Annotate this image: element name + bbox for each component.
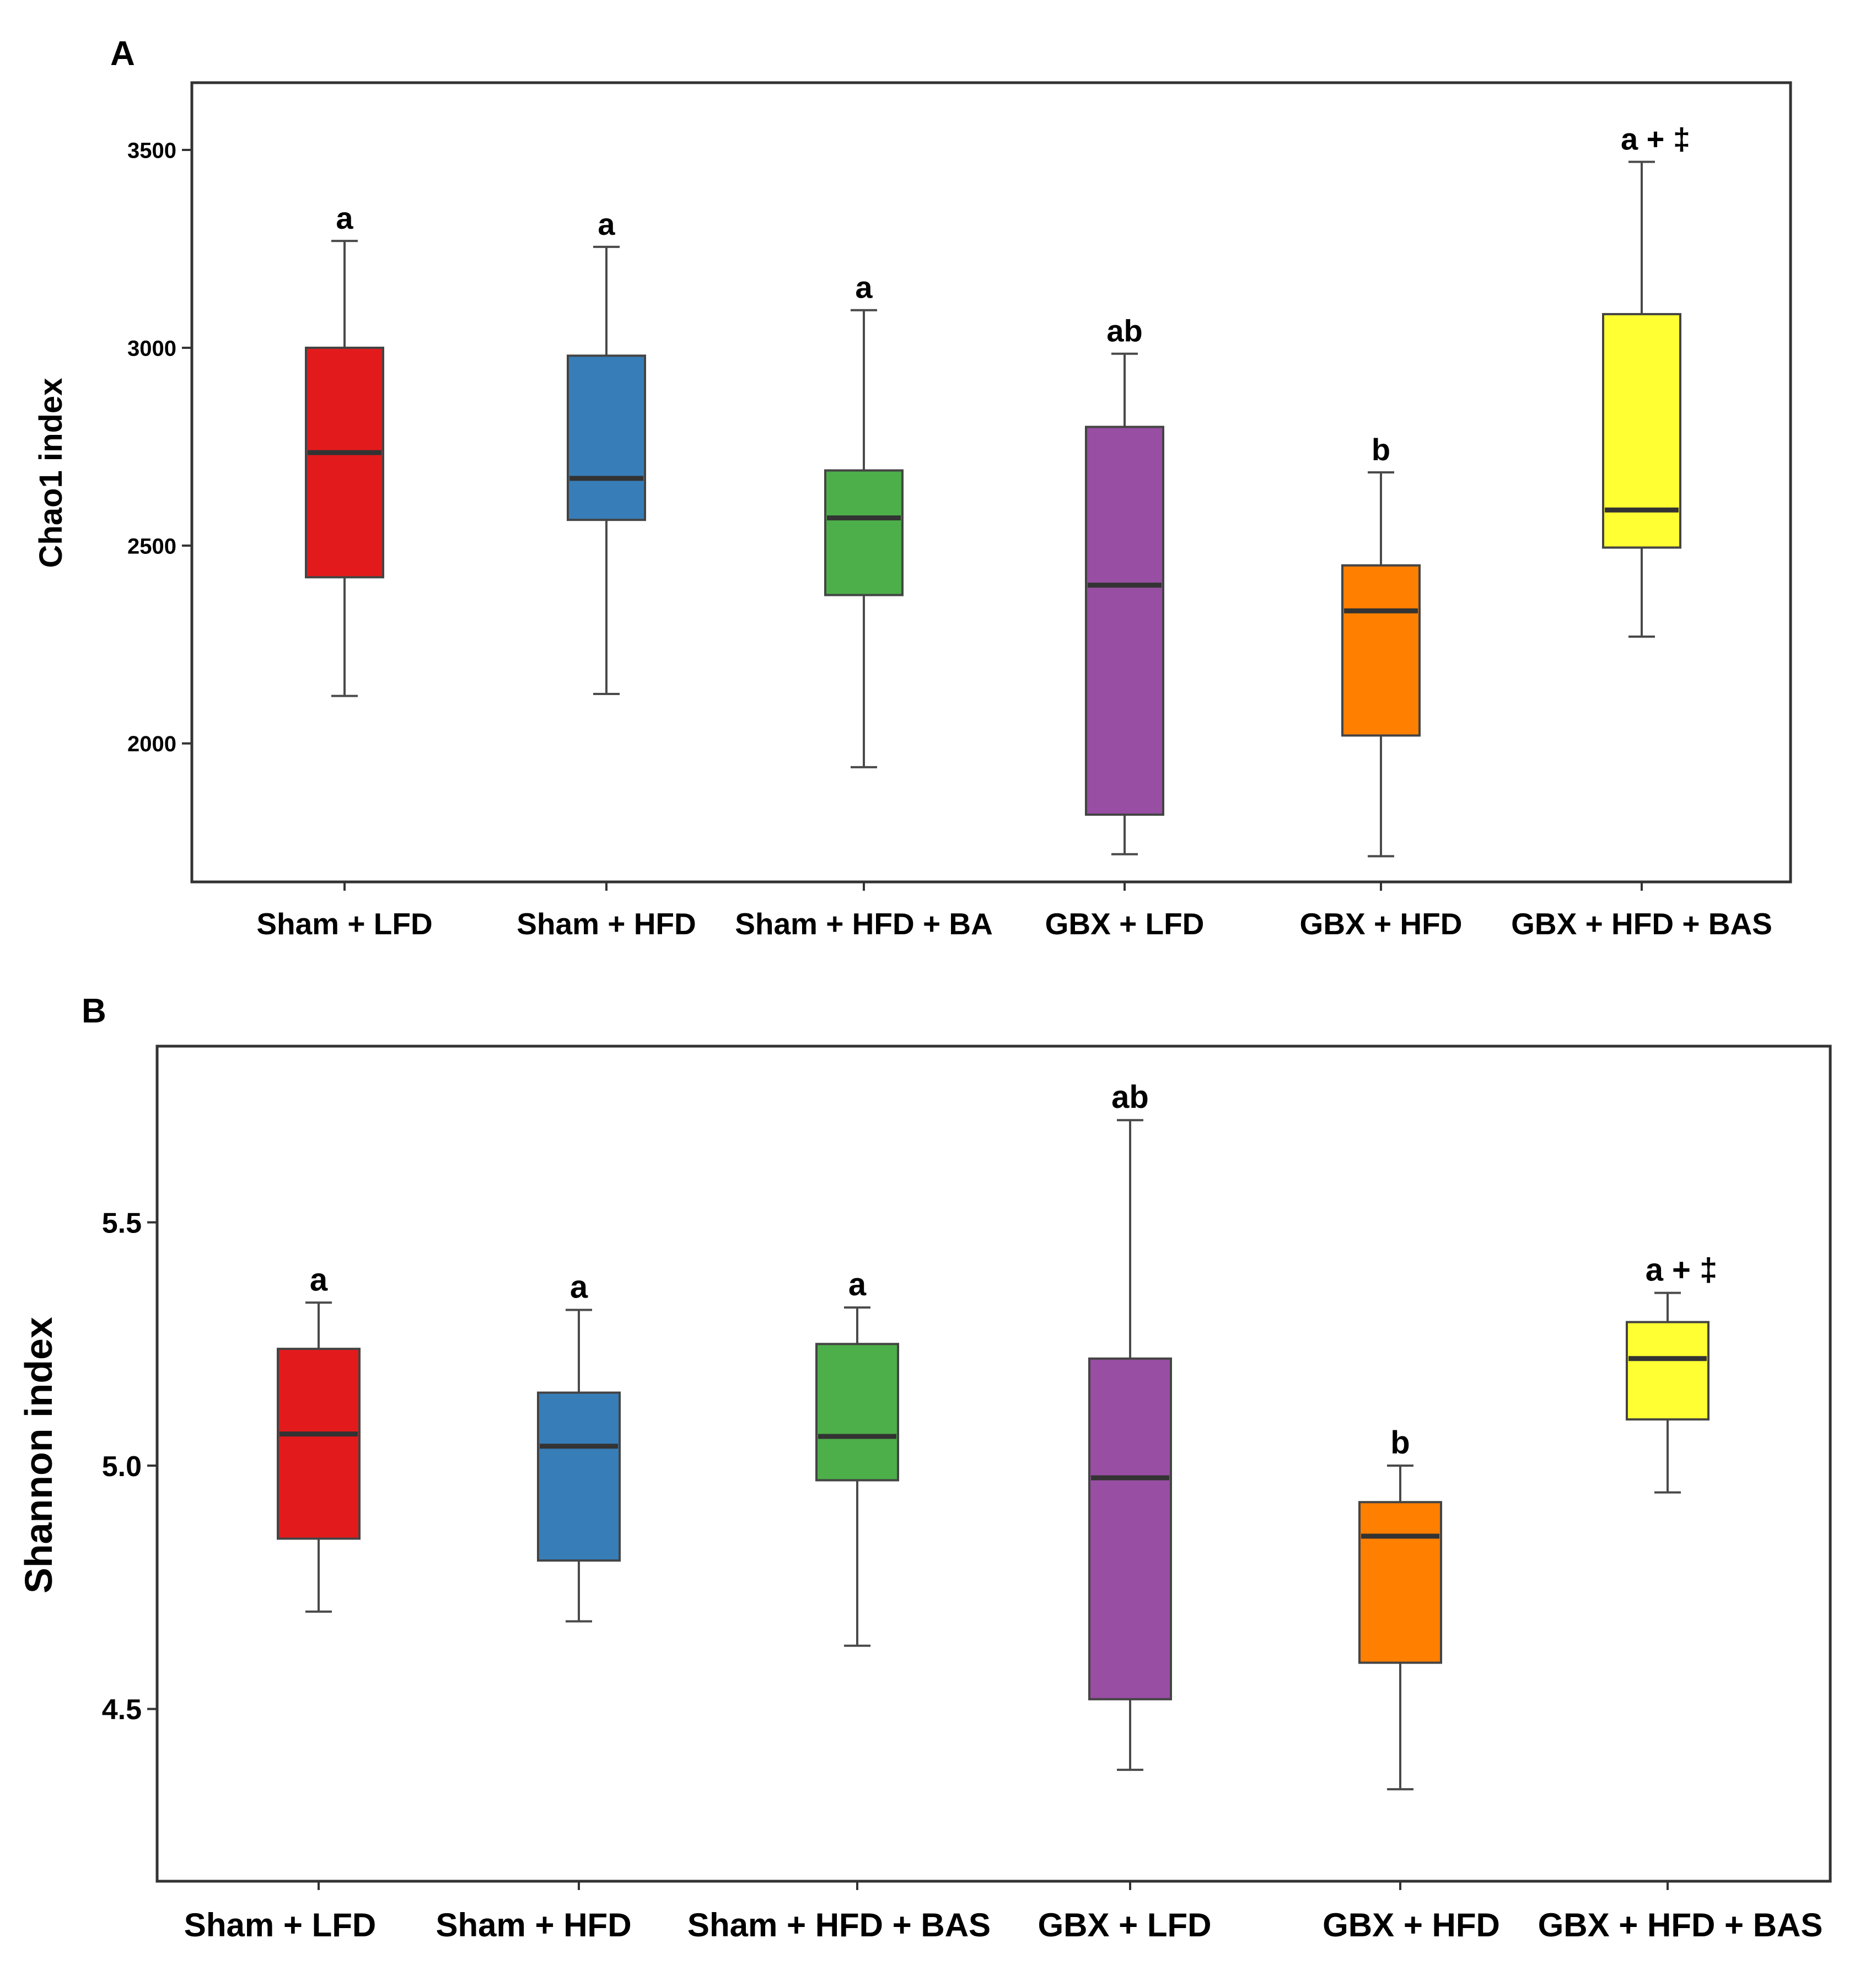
iqr-box	[1602, 313, 1681, 549]
iqr-box	[824, 469, 904, 596]
shannon-panel: B Shannon index 4.5 5.0 5.5 a a a ab b a + ‡ Sh…	[17, 992, 1832, 1944]
significance-label: a	[855, 270, 873, 305]
y-axis-ticks: 4.5 5.0 5.5	[102, 1207, 157, 1726]
panel-a-label: A	[110, 35, 135, 73]
y-tick-label: 5.5	[102, 1207, 142, 1239]
y-tick-label: 3000	[127, 336, 176, 360]
x-tick-label: Sham + HFD + BA	[735, 907, 993, 941]
plot-frame	[155, 1045, 1832, 1883]
x-tick-label: GBX + HFD	[1323, 1907, 1500, 1944]
x-tick-label: GBX + HFD	[1300, 907, 1463, 941]
box-plot-group: a	[567, 207, 646, 696]
iqr-box	[305, 346, 384, 579]
y-axis-ticks: 2000 2500 3000 3500	[127, 138, 192, 756]
x-tick-label: GBX + HFD + BAS	[1538, 1907, 1823, 1944]
significance-label: a	[848, 1267, 867, 1302]
iqr-box	[537, 1391, 621, 1562]
significance-label: ab	[1111, 1079, 1149, 1115]
panel-b-label: B	[82, 992, 106, 1030]
box-plot-marks: a a a ab b a + ‡	[305, 122, 1690, 858]
x-tick-label: GBX + LFD	[1038, 1907, 1211, 1944]
box-plot-group: a	[537, 1269, 621, 1623]
box-plot-group: a	[815, 1267, 899, 1647]
iqr-box	[567, 354, 646, 521]
x-tick-label: Sham + HFD	[517, 907, 696, 941]
box-plot-marks: a a a ab b a + ‡	[277, 1079, 1718, 1791]
x-axis-tick-labels: Sham + LFD Sham + HFD Sham + HFD + BAS GBX …	[184, 1881, 1823, 1944]
y-axis-label: Shannon index	[17, 1317, 60, 1593]
y-tick-label: 3500	[127, 138, 176, 163]
x-tick-label: Sham + LFD	[184, 1907, 376, 1944]
box-plot-group: b	[1358, 1425, 1442, 1791]
chao1-panel: A Chao1 index 2000 2500 3000 3500 a a a ab b a +…	[33, 35, 1792, 941]
box-plot-group: a + ‡	[1602, 122, 1690, 638]
y-axis-label: Chao1 index	[33, 378, 69, 568]
iqr-box	[815, 1343, 899, 1482]
box-plot-group: a + ‡	[1626, 1252, 1718, 1494]
y-tick-label: 4.5	[102, 1694, 142, 1726]
iqr-box	[1085, 426, 1164, 816]
iqr-box	[1358, 1501, 1442, 1664]
x-tick-label: Sham + HFD + BAS	[687, 1907, 991, 1944]
y-tick-label: 2500	[127, 534, 176, 558]
significance-label: b	[1390, 1425, 1410, 1461]
iqr-box	[1341, 564, 1421, 737]
y-tick-label: 2000	[127, 732, 176, 756]
box-plot-group: a	[824, 270, 904, 768]
x-axis-tick-labels: Sham + LFD Sham + HFD Sham + HFD + BA GBX +…	[256, 882, 1772, 941]
significance-label: a	[336, 201, 353, 235]
significance-label: b	[1372, 432, 1390, 467]
x-tick-label: GBX + HFD + BAS	[1511, 907, 1772, 941]
iqr-box	[1626, 1321, 1710, 1421]
significance-label: a + ‡	[1646, 1252, 1718, 1288]
significance-label: a	[310, 1262, 328, 1298]
iqr-box	[277, 1348, 361, 1540]
box-plot-group: ab	[1085, 314, 1164, 855]
x-tick-label: Sham + HFD	[436, 1907, 631, 1944]
y-tick-label: 5.0	[102, 1451, 142, 1483]
x-tick-label: Sham + LFD	[256, 907, 432, 941]
box-plot-group: b	[1341, 432, 1421, 858]
plot-frame	[190, 81, 1792, 884]
box-plot-group: ab	[1088, 1079, 1172, 1771]
box-plot-group: a	[305, 201, 384, 697]
significance-label: ab	[1106, 314, 1142, 348]
significance-label: a + ‡	[1621, 122, 1690, 157]
significance-label: a	[570, 1269, 588, 1305]
iqr-box	[1088, 1357, 1172, 1700]
x-tick-label: GBX + LFD	[1045, 907, 1205, 941]
significance-label: a	[598, 207, 615, 241]
box-plot-group: a	[277, 1262, 361, 1613]
